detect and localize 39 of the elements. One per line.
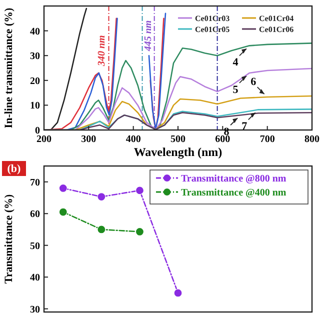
y-tick-label: 40 <box>30 26 40 38</box>
legend-label: Ce01Cr06 <box>259 24 294 34</box>
x-tick-label: 800 <box>304 134 320 145</box>
x-axis-title: Wavelength (nm) <box>134 145 222 159</box>
point <box>58 184 68 193</box>
y-axis-title: Transmittance (%) <box>3 194 15 284</box>
y-tick-label: 30 <box>30 304 40 316</box>
annotation: 340 nm <box>96 35 108 68</box>
annotation: 5 <box>232 84 239 96</box>
point <box>58 208 68 216</box>
x-tick-label: 200 <box>36 134 52 145</box>
y-tick-label: 0 <box>35 126 40 136</box>
annotation: 7 <box>242 120 248 133</box>
point <box>174 288 182 298</box>
annotation: 445 nm <box>143 20 154 52</box>
legend-label: Ce01Cr05 <box>195 24 230 34</box>
y-tick-label: 60 <box>30 209 40 220</box>
x-tick-label: 300 <box>81 134 96 145</box>
legend-label: Transmittance @400 nm <box>181 188 287 198</box>
point <box>135 186 144 195</box>
legend-label: Transmittance @800 nm <box>181 174 287 184</box>
legend-label: Ce01Cr04 <box>259 14 294 23</box>
y-tick-label: 70 <box>30 177 40 188</box>
annotation: 6 <box>250 76 257 88</box>
point <box>97 225 106 234</box>
y-tick-label: 20 <box>30 76 40 87</box>
y-axis-title: In-line transmittance (%) <box>3 7 15 128</box>
x-tick-label: 400 <box>126 134 141 145</box>
annotation: 4 <box>232 56 239 69</box>
y-tick-label: 50 <box>30 240 40 252</box>
y-tick-label: 30 <box>30 51 40 62</box>
point <box>97 192 106 202</box>
y-tick-label: 10 <box>30 100 40 112</box>
text: (b) <box>7 163 22 175</box>
y-tick-label: 40 <box>30 272 40 284</box>
x-tick-label: 600 <box>215 134 230 145</box>
x-tick-label: 700 <box>260 134 275 145</box>
point <box>135 227 144 236</box>
x-tick-label: 500 <box>170 134 186 145</box>
